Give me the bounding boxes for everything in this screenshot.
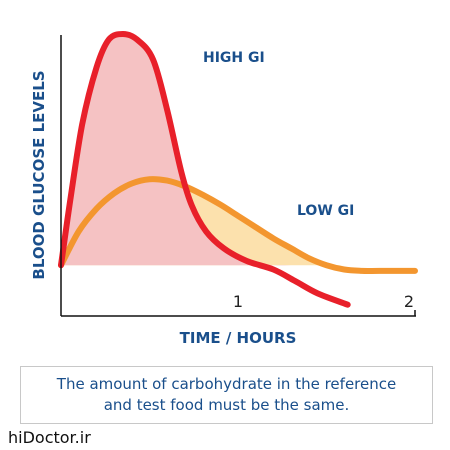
area-fills <box>61 34 415 266</box>
series-label-low-gi: LOW GI <box>297 203 354 219</box>
note-box: The amount of carbohydrate in the refere… <box>20 366 433 424</box>
x-tick-label-2: 2 <box>404 292 414 311</box>
note-line-2: and test food must be the same. <box>103 396 350 414</box>
x-axis-label: TIME / HOURS <box>180 329 297 347</box>
note-text: The amount of carbohydrate in the refere… <box>49 374 404 416</box>
x-tick-label-1: 1 <box>233 292 243 311</box>
note-line-1: The amount of carbohydrate in the refere… <box>56 375 397 393</box>
y-axis-label: BLOOD GLUCOSE LEVELS <box>30 70 48 279</box>
series-label-high-gi: HIGH GI <box>203 50 265 66</box>
series-line-low-gi <box>58 176 418 274</box>
area-fill-high-gi <box>61 34 348 266</box>
chart: 1 2 TIME / HOURS BLOOD GLUCOSE LEVELS HI… <box>30 31 418 347</box>
series-line-high-gi <box>58 31 351 308</box>
series-lines <box>58 31 418 308</box>
watermark: hiDoctor.ir <box>8 428 91 447</box>
